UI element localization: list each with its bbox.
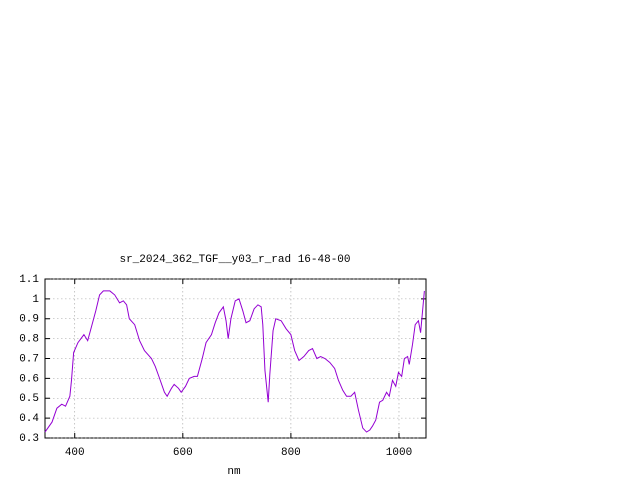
y-tick-label: 1.1 [19, 274, 39, 286]
y-tick-label: 0.4 [19, 413, 39, 425]
chart-title: sr_2024_362_TGF__y03_r_rad 16-48-00 [119, 254, 350, 266]
data-line [44, 290, 425, 433]
x-tick-label: 1000 [386, 447, 412, 459]
y-tick-label: 0.9 [19, 314, 39, 326]
y-tick-label: 0.3 [19, 433, 39, 445]
y-tick-label: 0.6 [19, 373, 39, 385]
x-tick-label: 600 [173, 447, 193, 459]
y-tick-label: 0.5 [19, 393, 39, 405]
y-tick-label: 1 [32, 294, 39, 306]
y-tick-label: 0.8 [19, 334, 39, 346]
x-axis-label: nm [227, 466, 241, 478]
y-tick-label: 0.7 [19, 353, 39, 365]
x-tick-label: 800 [281, 447, 301, 459]
x-tick-label: 400 [65, 447, 85, 459]
